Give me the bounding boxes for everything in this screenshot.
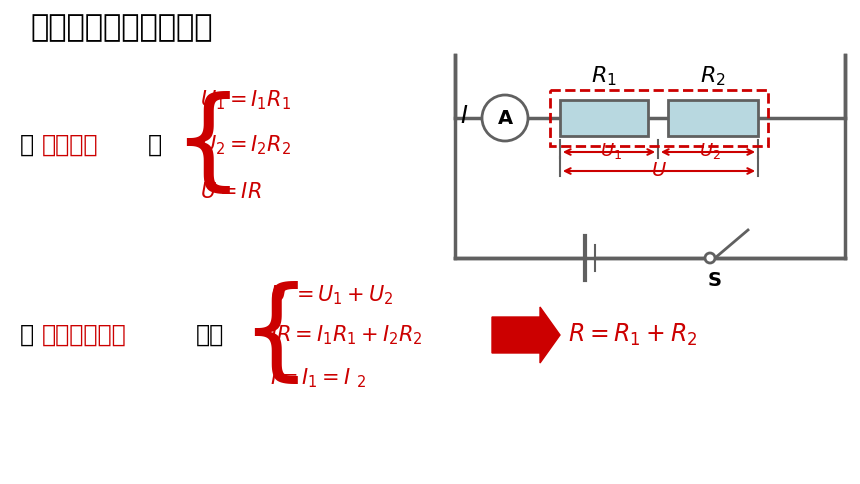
Text: 串联电路中电阻的关系: 串联电路中电阻的关系 [30,14,212,43]
Circle shape [705,253,715,263]
Polygon shape [492,307,560,363]
Text: 欧姆定律: 欧姆定律 [42,133,99,157]
Text: {: { [240,282,310,389]
Text: $R=R_1+R_2$: $R=R_1+R_2$ [568,322,697,348]
Text: 由: 由 [20,133,34,157]
Text: $U_1=I_1R_1$: $U_1=I_1R_1$ [200,88,292,112]
Text: $R_1$: $R_1$ [591,64,617,88]
Bar [550,90,768,146]
Text: S: S [708,271,722,289]
Text: $U\ =U_1+U_2$: $U\ =U_1+U_2$ [270,283,394,307]
Text: $U$: $U$ [651,161,667,180]
Text: 串联电路特点: 串联电路特点 [42,323,126,347]
Bar [668,100,758,136]
Text: $U=IR$: $U=IR$ [200,182,261,202]
Circle shape [482,95,528,141]
Text: A: A [497,108,513,127]
Text: 由: 由 [20,323,34,347]
Text: $U_2=I_2R_2$: $U_2=I_2R_2$ [200,133,292,157]
Text: {: { [172,91,243,198]
Bar [560,100,648,136]
Text: $U_1$: $U_1$ [600,141,622,161]
Text: $I$: $I$ [460,104,468,128]
Text: $IR=I_1R_1+I_2R_2$: $IR=I_1R_1+I_2R_2$ [270,323,423,347]
Text: $I=I_1=I\ _2$: $I=I_1=I\ _2$ [270,366,366,390]
Text: 得: 得 [148,133,163,157]
Text: $R_2$: $R_2$ [700,64,726,88]
Text: 可知: 可知 [196,323,224,347]
Text: $U_2$: $U_2$ [699,141,721,161]
